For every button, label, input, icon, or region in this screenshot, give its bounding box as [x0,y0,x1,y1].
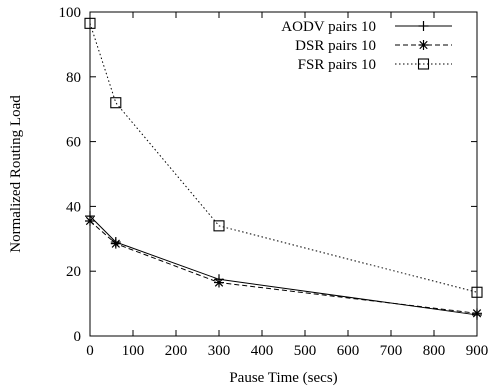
x-tick-label: 100 [122,343,145,359]
data-point-marker [213,220,225,232]
x-tick-label: 800 [423,343,446,359]
x-tick-label: 400 [251,343,274,359]
series-1 [85,211,482,320]
data-point-marker [84,17,96,29]
y-tick-label: 60 [66,135,81,151]
x-axis-label: Pause Time (secs) [229,370,337,386]
x-tick-label: 500 [294,343,317,359]
data-point-marker [214,277,224,288]
series-line [89,215,478,316]
y-tick-label: 20 [66,264,81,280]
legend-marker [418,21,429,31]
plot-frame [89,11,478,337]
y-tick-label: 80 [66,70,81,86]
legend-item: FSR pairs 10 [298,57,452,73]
plot-border [89,11,478,337]
y-tick-label: 100 [59,5,82,21]
data-point-marker [110,238,121,249]
x-tick-label: 0 [86,343,94,359]
series-2 [85,215,482,319]
data-point-marker [85,215,95,226]
legend-label: DSR pairs 10 [295,38,376,54]
series-3 [84,17,483,298]
legend-label: FSR pairs 10 [298,57,376,73]
y-tick-label: 0 [74,329,82,345]
data-point-marker [110,97,122,109]
legend-item: DSR pairs 10 [295,38,452,54]
x-tick-label: 900 [466,343,489,359]
x-tick-label: 700 [380,343,403,359]
legend: AODV pairs 10 DSR pairs 10 FSR pairs 10 [281,19,452,73]
y-axis-label: Normalized Routing Load [8,95,24,253]
legend-item: AODV pairs 10 [281,19,452,35]
series-line [89,23,478,293]
axis-ticks: 0 100 200 300 400 500 600 700 800 900 0 20 40 60 80 100 [59,5,489,359]
x-tick-label: 300 [208,343,231,359]
legend-label: AODV pairs 10 [281,19,376,35]
x-tick-label: 200 [165,343,188,359]
x-tick-label: 600 [337,343,360,359]
series-line [89,220,478,314]
legend-marker [418,40,429,50]
data-point-marker [471,286,483,298]
y-tick-label: 40 [66,199,81,215]
legend-marker [417,58,430,70]
series-layer [84,17,483,320]
data-point-marker [472,308,482,319]
